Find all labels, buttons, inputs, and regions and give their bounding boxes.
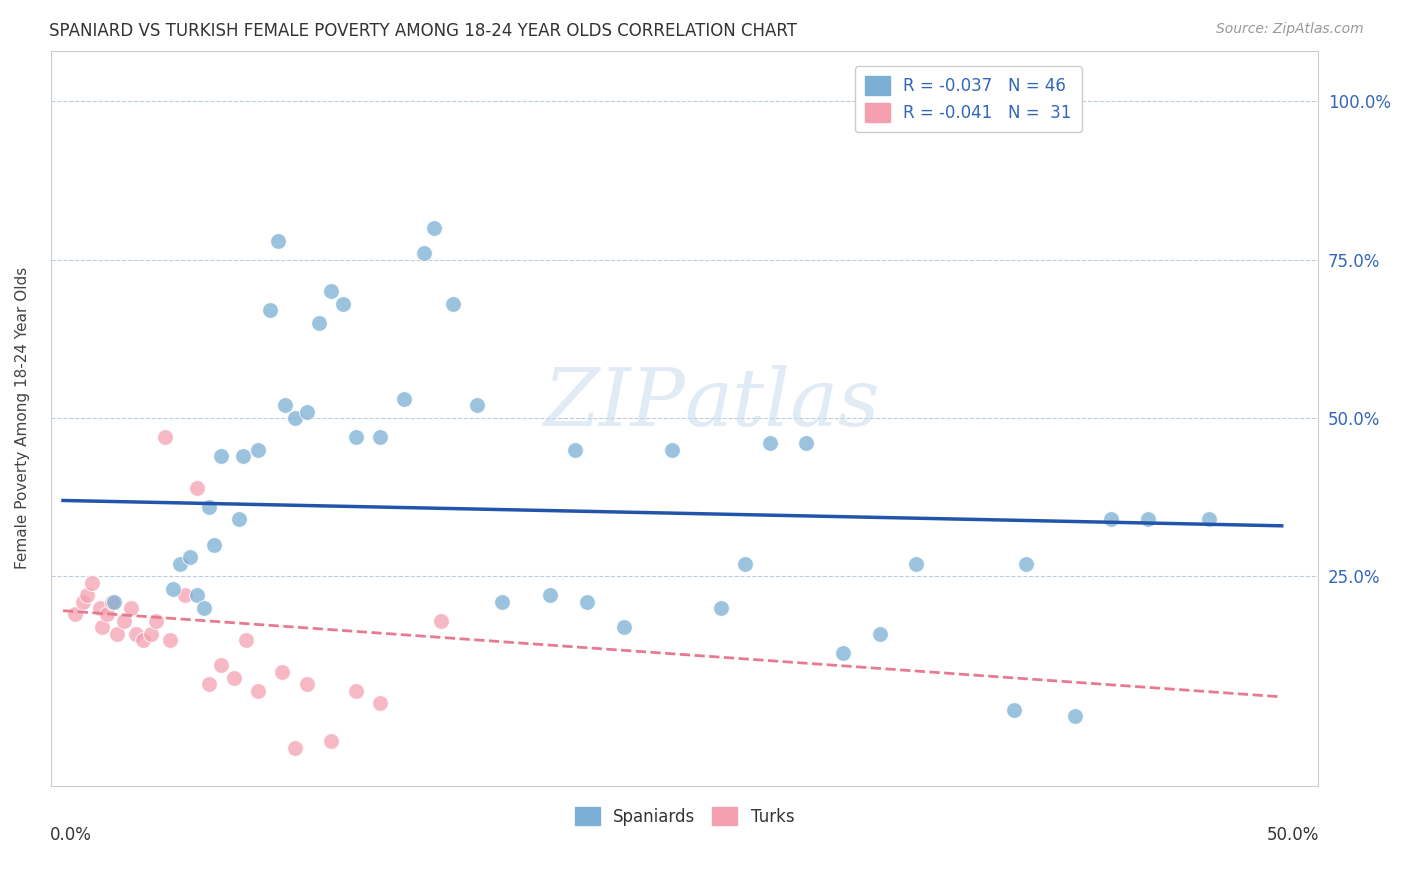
Point [202,538,225,552]
Point [82,575,104,590]
Point [72,595,94,609]
Point [211,658,233,673]
Point [228,512,250,526]
Point [284,411,307,425]
Point [332,297,354,311]
Point [321,285,343,299]
Point [198,677,221,691]
Point [103,595,125,609]
Point [100,595,122,609]
Point [1015,557,1038,571]
Point [259,303,281,318]
Point [796,436,818,450]
Point [368,430,391,444]
Y-axis label: Female Poverty Among 18-24 Year Olds: Female Poverty Among 18-24 Year Olds [15,267,30,569]
Point [284,740,307,755]
Point [235,632,257,647]
Point [174,589,197,603]
Point [613,620,636,634]
Point [422,221,444,235]
Text: ZIP: ZIP [543,365,685,442]
Point [710,601,733,615]
Point [159,632,181,647]
Point [308,316,330,330]
Point [232,449,254,463]
Point [412,246,434,260]
Point [576,595,599,609]
Point [394,392,416,406]
Point [91,620,114,634]
Point [1198,512,1220,526]
Point [211,449,233,463]
Legend: Spaniards, Turks: Spaniards, Turks [568,800,801,832]
Point [1063,709,1085,723]
Point [186,589,208,603]
Point [734,557,756,571]
Point [145,614,167,628]
Point [274,399,297,413]
Point [193,601,215,615]
Point [905,557,928,571]
Text: atlas: atlas [685,365,880,442]
Point [125,626,148,640]
Point [661,442,683,457]
Point [564,442,586,457]
Point [162,582,184,596]
Point [491,595,513,609]
Point [89,601,111,615]
Point [96,607,118,622]
Point [186,481,208,495]
Point [1136,512,1159,526]
Point [271,665,294,679]
Point [132,632,155,647]
Point [368,696,391,710]
Point [112,614,135,628]
Point [179,550,201,565]
Point [321,734,343,748]
Point [247,442,270,457]
Point [832,646,855,660]
Point [540,589,562,603]
Point [266,234,288,248]
Text: SPANIARD VS TURKISH FEMALE POVERTY AMONG 18-24 YEAR OLDS CORRELATION CHART: SPANIARD VS TURKISH FEMALE POVERTY AMONG… [49,22,797,40]
Point [759,436,782,450]
Point [344,683,367,698]
Point [198,500,221,514]
Point [295,405,318,419]
Point [1002,702,1025,716]
Point [155,430,177,444]
Point [344,430,367,444]
Point [169,557,191,571]
Point [139,626,162,640]
Point [222,671,245,685]
Point [120,601,142,615]
Text: Source: ZipAtlas.com: Source: ZipAtlas.com [1216,22,1364,37]
Point [76,589,98,603]
Point [869,626,891,640]
Text: 50.0%: 50.0% [1267,826,1320,844]
Text: 0.0%: 0.0% [49,826,91,844]
Point [63,607,86,622]
Point [441,297,464,311]
Point [247,683,270,698]
Point [105,626,128,640]
Point [1099,512,1122,526]
Point [295,677,318,691]
Point [467,399,489,413]
Point [430,614,453,628]
